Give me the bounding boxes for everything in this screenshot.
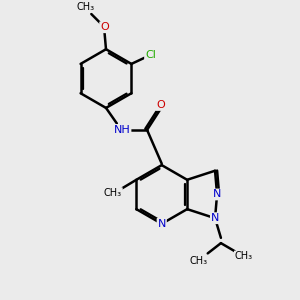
Text: CH₃: CH₃ (190, 256, 208, 266)
Text: N: N (211, 213, 219, 223)
Text: Cl: Cl (145, 50, 156, 60)
Text: CH₃: CH₃ (104, 188, 122, 198)
Text: O: O (156, 100, 165, 110)
Text: O: O (100, 22, 109, 32)
Text: CH₃: CH₃ (76, 2, 94, 12)
Text: CH₃: CH₃ (235, 251, 253, 261)
Text: NH: NH (114, 125, 130, 135)
Text: N: N (158, 219, 166, 229)
Text: N: N (213, 190, 221, 200)
